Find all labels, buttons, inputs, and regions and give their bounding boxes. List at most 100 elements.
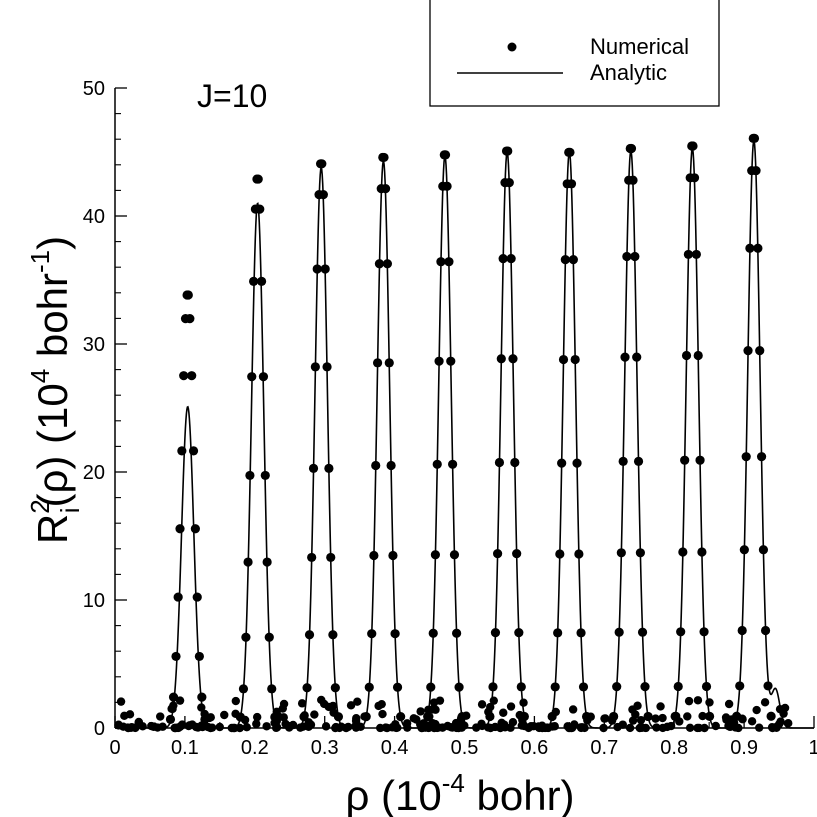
numerical-point xyxy=(326,552,336,563)
numerical-point xyxy=(440,150,451,160)
numerical-point xyxy=(633,456,644,466)
numerical-point xyxy=(171,651,181,662)
numerical-point xyxy=(392,682,403,692)
numerical-point xyxy=(578,682,589,692)
numerical-point xyxy=(551,707,561,717)
x-tick-label: 0.9 xyxy=(730,737,758,759)
numerical-point xyxy=(416,707,425,716)
numerical-point xyxy=(739,545,749,555)
numerical-point xyxy=(188,446,199,456)
numerical-point xyxy=(780,703,790,713)
numerical-point xyxy=(177,446,187,456)
numerical-point xyxy=(179,371,189,381)
numerical-point xyxy=(173,592,183,602)
numerical-point xyxy=(134,718,143,728)
numerical-point xyxy=(683,249,693,260)
numerical-point xyxy=(419,719,428,728)
numerical-point xyxy=(763,681,773,691)
numerical-point xyxy=(449,550,460,560)
numerical-point xyxy=(249,276,259,286)
numerical-point xyxy=(253,174,263,184)
legend-analytic-label: Analytic xyxy=(590,60,667,85)
numerical-point xyxy=(658,713,667,723)
numerical-point xyxy=(384,358,394,368)
numerical-point xyxy=(288,720,298,730)
x-tick-label: 0.3 xyxy=(311,737,339,759)
numerical-point xyxy=(317,159,327,169)
numerical-point xyxy=(711,721,720,731)
numerical-point xyxy=(776,717,785,726)
numerical-point xyxy=(735,681,745,691)
numerical-point xyxy=(613,722,622,732)
numerical-point xyxy=(444,257,454,267)
numerical-point xyxy=(508,354,518,364)
numerical-point xyxy=(612,682,622,692)
y-tick-label: 30 xyxy=(83,334,105,356)
numerical-point xyxy=(372,358,383,368)
numerical-point xyxy=(185,314,195,324)
numerical-point xyxy=(766,711,776,721)
y-tick-label: 10 xyxy=(83,590,105,612)
numerical-point xyxy=(651,714,660,723)
numerical-point xyxy=(722,715,731,724)
numerical-point xyxy=(697,547,707,557)
y-tick-label: 50 xyxy=(83,78,105,100)
analytic-curve xyxy=(115,139,814,729)
numerical-point xyxy=(676,627,686,637)
numerical-point xyxy=(260,470,270,481)
x-tick-label: 0.6 xyxy=(520,737,548,759)
numerical-point xyxy=(477,700,487,709)
numerical-point xyxy=(331,722,341,732)
numerical-point xyxy=(506,702,516,711)
x-tick-label: 0 xyxy=(109,737,120,759)
numerical-point xyxy=(628,705,637,714)
numerical-point xyxy=(431,705,440,714)
numerical-point xyxy=(456,719,465,728)
numerical-point xyxy=(258,372,269,382)
numerical-point xyxy=(737,625,747,636)
numerical-point xyxy=(328,701,338,711)
numerical-point xyxy=(698,711,707,721)
numerical-point xyxy=(574,549,584,559)
numerical-point xyxy=(753,243,763,253)
numerical-point xyxy=(424,705,433,715)
numerical-point xyxy=(558,354,569,365)
numerical-point xyxy=(175,696,185,705)
numerical-point xyxy=(516,682,526,692)
numerical-point xyxy=(755,345,765,356)
numerical-point xyxy=(197,703,206,712)
numerical-point xyxy=(614,627,624,637)
numerical-point xyxy=(568,255,578,265)
numerical-point xyxy=(310,710,319,719)
numerical-point xyxy=(322,362,332,372)
numerical-point xyxy=(745,243,755,253)
numerical-point xyxy=(369,550,379,561)
numerical-point xyxy=(637,627,648,637)
numerical-point xyxy=(304,718,313,727)
numerical-point xyxy=(452,628,462,638)
numerical-point xyxy=(430,550,440,560)
numerical-point xyxy=(576,628,586,638)
numerical-point xyxy=(329,708,338,717)
numerical-point xyxy=(570,354,580,365)
numerical-point xyxy=(386,460,396,471)
numerical-point xyxy=(618,456,628,466)
legend-numerical-marker xyxy=(507,42,517,52)
numerical-point xyxy=(684,696,694,706)
numerical-point xyxy=(353,697,362,706)
numerical-point xyxy=(749,133,760,143)
numerical-point xyxy=(515,710,524,720)
numerical-point xyxy=(454,682,464,692)
numerical-point xyxy=(307,552,317,563)
numerical-point xyxy=(374,701,383,711)
numerical-point xyxy=(434,356,444,366)
numerical-point xyxy=(231,709,240,718)
numerical-point xyxy=(240,715,250,725)
legend: Numerical Analytic xyxy=(429,0,720,107)
numerical-point xyxy=(741,452,751,462)
numerical-point xyxy=(643,711,653,722)
numerical-point xyxy=(308,463,319,473)
numerical-point xyxy=(364,682,374,692)
numerical-point xyxy=(116,697,126,706)
numerical-point xyxy=(352,713,361,723)
